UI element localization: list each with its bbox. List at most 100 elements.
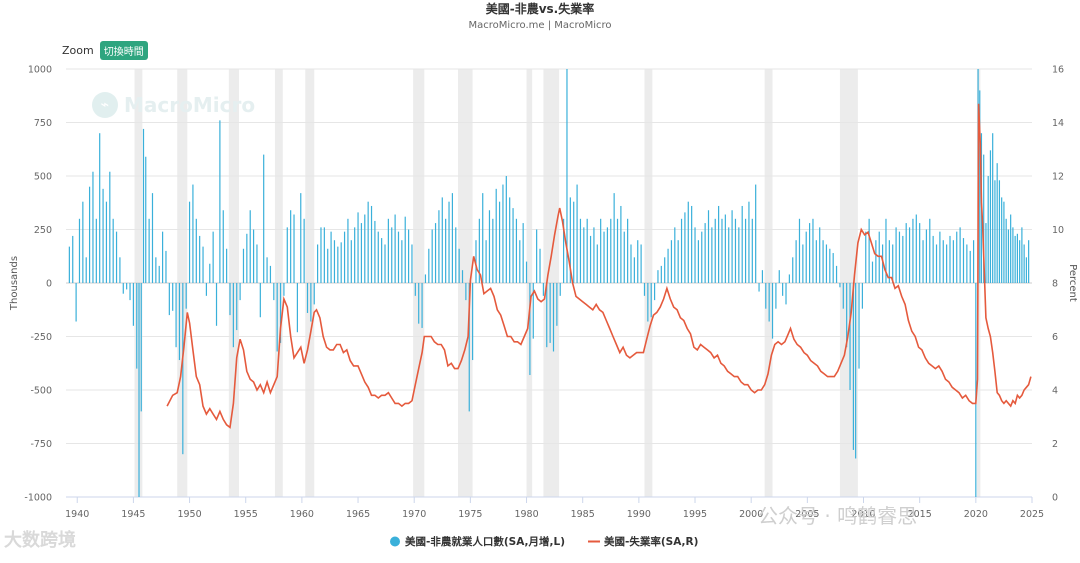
payroll-bar bbox=[115, 231, 118, 283]
payroll-bar bbox=[78, 218, 81, 283]
y-left-tick-label: 1000 bbox=[28, 65, 52, 76]
payroll-bar bbox=[367, 201, 369, 283]
payroll-bar bbox=[192, 184, 194, 283]
payroll-bar bbox=[472, 283, 474, 361]
payroll-bar bbox=[357, 212, 359, 283]
payroll-bar bbox=[667, 248, 669, 283]
chart-subtitle: MacroMicro.me | MacroMicro bbox=[469, 20, 612, 31]
payroll-bar bbox=[959, 227, 961, 283]
payroll-bar bbox=[502, 184, 504, 283]
payroll-bar bbox=[364, 214, 366, 283]
toggle-time-button[interactable]: 切換時間 bbox=[99, 41, 148, 60]
payroll-bar bbox=[647, 283, 649, 322]
payroll-bar bbox=[998, 180, 1001, 283]
y-left-tick-label: 750 bbox=[34, 118, 52, 129]
payroll-bar bbox=[509, 197, 511, 283]
payroll-bar bbox=[808, 223, 811, 283]
payroll-bar bbox=[832, 253, 834, 283]
payroll-bar bbox=[105, 201, 108, 283]
x-tick-label: 1945 bbox=[121, 509, 145, 520]
payroll-bar bbox=[559, 283, 561, 296]
brand-watermark: ⌁ MacroMicro bbox=[92, 92, 255, 118]
payroll-bar bbox=[600, 218, 602, 283]
payroll-bar bbox=[586, 218, 588, 283]
payroll-bar bbox=[475, 240, 477, 283]
payroll-bar bbox=[687, 201, 689, 283]
payroll-bar bbox=[546, 283, 548, 348]
payroll-bar bbox=[232, 283, 234, 348]
payroll-bar bbox=[552, 283, 555, 352]
payroll-bar bbox=[323, 227, 325, 283]
payroll-bar bbox=[929, 218, 931, 283]
payroll-bar bbox=[175, 283, 177, 348]
payroll-bar bbox=[354, 227, 356, 283]
payroll-bar bbox=[515, 218, 518, 283]
payroll-bar bbox=[915, 214, 917, 283]
payroll-bar bbox=[82, 201, 84, 283]
payroll-bar bbox=[846, 283, 848, 348]
payroll-bar bbox=[92, 171, 94, 283]
payroll-bar bbox=[259, 283, 261, 318]
payroll-bar bbox=[630, 244, 632, 283]
payroll-bar bbox=[290, 210, 292, 283]
payroll-bar bbox=[805, 231, 807, 283]
x-tick-label: 2025 bbox=[1020, 509, 1044, 520]
x-tick-label: 1960 bbox=[290, 509, 314, 520]
payroll-bar bbox=[674, 227, 676, 283]
payroll-bar bbox=[165, 250, 167, 283]
y-right-tick-label: 14 bbox=[1052, 118, 1064, 129]
payroll-bar bbox=[397, 231, 400, 283]
y-right-axis-title: Percent bbox=[1067, 264, 1078, 302]
payroll-bar bbox=[296, 283, 298, 333]
payroll-bar bbox=[606, 227, 609, 283]
payroll-bar bbox=[178, 283, 181, 361]
x-tick-label: 1970 bbox=[402, 509, 426, 520]
payroll-bar bbox=[871, 261, 874, 283]
payroll-bar bbox=[468, 283, 470, 412]
payroll-bar bbox=[350, 240, 352, 283]
payroll-bar bbox=[1001, 197, 1003, 283]
payroll-bar bbox=[122, 283, 124, 294]
payroll-bar bbox=[1005, 218, 1007, 283]
unemployment-line bbox=[166, 103, 1032, 429]
payroll-bar bbox=[330, 231, 332, 283]
x-tick-label: 1990 bbox=[627, 509, 651, 520]
x-tick-label: 1950 bbox=[177, 509, 201, 520]
payroll-bar bbox=[226, 248, 228, 283]
payroll-bar bbox=[219, 120, 221, 283]
payroll-bar bbox=[549, 283, 551, 343]
payroll-bar bbox=[199, 235, 201, 283]
payroll-bar bbox=[855, 283, 857, 459]
payroll-bar bbox=[327, 248, 329, 283]
legend-label-unemployment: 美國-失業率(SA,R) bbox=[604, 535, 698, 548]
payroll-bar bbox=[952, 240, 954, 283]
payroll-bar bbox=[374, 220, 376, 283]
wechat-watermark: 公众号 · 鸣鹤睿思 bbox=[758, 504, 918, 528]
payroll-bar bbox=[775, 283, 777, 309]
payroll-bar bbox=[155, 257, 157, 283]
payroll-bar bbox=[858, 283, 860, 369]
payroll-bar bbox=[542, 283, 544, 296]
payroll-bar bbox=[182, 283, 184, 455]
payroll-bar bbox=[677, 240, 679, 283]
payroll-bar bbox=[919, 223, 921, 283]
y-left-tick-label: -500 bbox=[30, 386, 52, 397]
payroll-bar bbox=[461, 270, 464, 283]
payroll-bar bbox=[347, 218, 349, 283]
x-tick-label: 1995 bbox=[683, 509, 707, 520]
payroll-bar bbox=[407, 229, 410, 283]
payroll-bar bbox=[949, 235, 951, 283]
payroll-bar bbox=[898, 231, 901, 283]
payroll-bar bbox=[643, 283, 646, 296]
payroll-bar bbox=[946, 244, 948, 283]
payroll-bar bbox=[136, 283, 138, 369]
payroll-bar bbox=[266, 257, 268, 283]
y-right-tick-label: 10 bbox=[1052, 225, 1064, 236]
payroll-bar bbox=[969, 250, 971, 283]
payroll-bar bbox=[310, 283, 312, 322]
y-right-tick-label: 16 bbox=[1052, 65, 1064, 76]
payroll-bar bbox=[421, 283, 423, 328]
payroll-bar bbox=[195, 218, 197, 283]
x-tick-label: 2015 bbox=[908, 509, 932, 520]
